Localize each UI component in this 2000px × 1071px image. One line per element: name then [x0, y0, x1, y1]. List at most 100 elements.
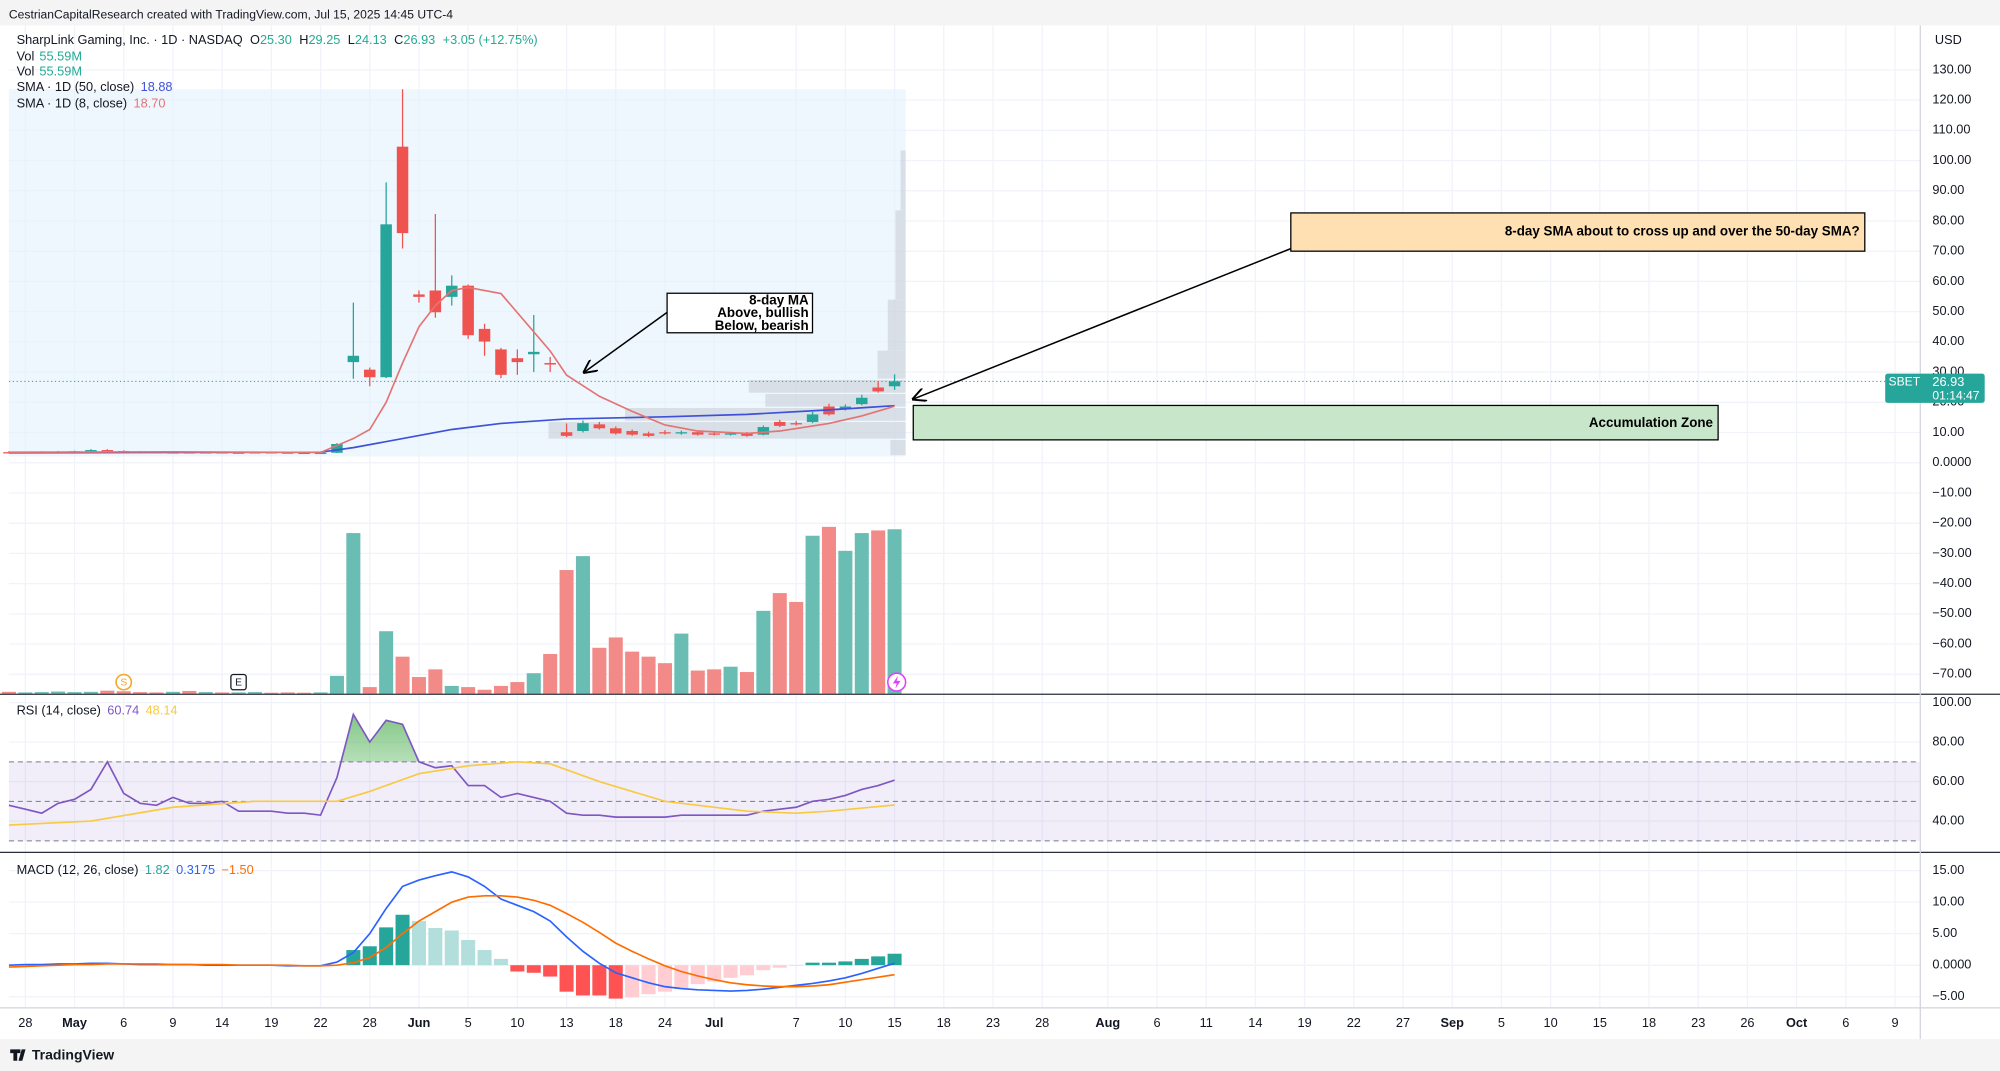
volume-bar: [247, 692, 262, 694]
histogram-bar: [362, 946, 377, 966]
volume-bar: [526, 673, 541, 694]
currency: USD: [1935, 32, 1962, 47]
histogram-bar: [756, 965, 771, 971]
volume-bar: [329, 675, 344, 694]
rsi-ma-value: 48.14: [146, 703, 178, 718]
histogram-bar: [641, 965, 656, 995]
candle-body: [790, 423, 802, 425]
volume-bar: [444, 685, 459, 694]
cross-note: 8-day SMA about to cross up and over the…: [1505, 224, 1860, 239]
histogram-bar: [526, 965, 541, 973]
histogram-bar: [395, 914, 410, 966]
volume-bar: [887, 529, 902, 694]
signal-value: −1.50: [221, 862, 253, 877]
x-tick-label: 28: [18, 1015, 32, 1030]
macd-hist-value: 1.82: [145, 862, 170, 877]
macd-value: 0.3175: [176, 862, 215, 877]
y-tick-label: 10.00: [1932, 894, 1964, 909]
x-tick-label: 28: [363, 1015, 377, 1030]
candle-body: [528, 351, 540, 355]
zone-box: [912, 404, 1719, 441]
ohlc-label: C: [394, 32, 403, 47]
candle-body: [692, 432, 704, 435]
ohlc-label: H: [299, 32, 308, 47]
legend-line: MACD (12, 26, close) 1.82 0.3175 −1.50: [17, 862, 254, 877]
legend-line: RSI (14, close) 60.74 48.14: [17, 703, 178, 718]
histogram-bar: [493, 958, 508, 966]
x-tick-label: 7: [793, 1015, 800, 1030]
candle-body: [659, 432, 671, 434]
histogram-bar: [690, 965, 705, 985]
vol-label: Vol: [17, 49, 35, 64]
histogram-bar: [674, 965, 689, 990]
histogram-bar: [575, 965, 590, 996]
volume-bar: [871, 530, 886, 694]
volume-bar: [821, 526, 836, 694]
histogram-bar: [461, 939, 476, 966]
candle-body: [478, 328, 491, 342]
candle-body: [708, 433, 720, 435]
price-value: 26.93: [1932, 374, 1964, 389]
y-tick-label: −30.00: [1932, 545, 1971, 560]
sma-name: SMA · 1D (50, close): [17, 79, 135, 94]
event-label: E: [235, 677, 242, 688]
x-tick-label: 5: [1498, 1015, 1505, 1030]
candle-body: [101, 450, 114, 452]
y-tick-label: 70.00: [1932, 243, 1964, 258]
panes: 28 May 6 9 14 19 22 28 Jun 5 10 13 18 24 Jul 7 10 15 18 23 2…: [1, 61, 1972, 1030]
ma-note: 8-day MA: [749, 292, 809, 307]
x-tick-label: 22: [313, 1015, 327, 1030]
candle-body: [560, 432, 573, 436]
ohlc-value: 25.30: [260, 32, 292, 47]
x-tick-label: 5: [465, 1015, 472, 1030]
x-tick-label: 18: [937, 1015, 951, 1030]
volume-bar: [772, 593, 787, 694]
profile-row: [890, 439, 906, 456]
histogram-bar: [592, 965, 607, 996]
line: [8, 712, 895, 818]
histogram-bar: [559, 965, 574, 992]
y-tick-label: 5.00: [1932, 925, 1957, 940]
y-tick-label: 60.00: [1932, 273, 1964, 288]
volume-bar: [100, 690, 115, 694]
x-tick-label: 14: [215, 1015, 229, 1030]
volume-bar: [625, 651, 640, 694]
candle-body: [888, 381, 901, 387]
arrow: [913, 247, 1292, 399]
histogram-bar: [543, 965, 558, 977]
x-tick-label: 6: [1153, 1015, 1160, 1030]
x-tick-label: 10: [838, 1015, 852, 1030]
histogram-bar: [707, 965, 722, 982]
y-tick-label: −10.00: [1932, 484, 1971, 499]
change: +3.05 (+12.75%): [443, 32, 538, 47]
candle-body: [774, 421, 786, 426]
macd-name: MACD (12, 26, close): [17, 862, 139, 877]
histogram-bar: [821, 962, 836, 966]
volume-bar: [592, 647, 607, 694]
x-tick-label: 19: [264, 1015, 278, 1030]
x-tick-label: Jun: [408, 1015, 431, 1030]
candle-body: [872, 387, 884, 392]
footer-bar: [0, 1039, 2000, 1071]
profile-row: [765, 393, 906, 407]
volume-bar: [149, 692, 164, 694]
profile-row: [887, 299, 906, 351]
candle-body: [642, 433, 655, 436]
profile-row: [748, 379, 906, 393]
x-tick-label: 26: [1740, 1015, 1754, 1030]
volume-bar: [428, 669, 443, 694]
y-tick-label: 80.00: [1932, 212, 1964, 227]
volume-bar: [133, 692, 148, 694]
histogram-bar: [477, 950, 492, 966]
volume-bar: [854, 533, 869, 694]
candle-body: [806, 414, 819, 422]
candle-body: [626, 431, 638, 435]
volume-bar: [313, 692, 328, 694]
header-bar: [0, 0, 2000, 26]
volume-bar: [559, 570, 574, 694]
ohlc-label: O: [250, 32, 260, 47]
rsi-name: RSI (14, close): [17, 703, 101, 718]
volume-bar: [805, 535, 820, 694]
candle-body: [331, 444, 343, 453]
